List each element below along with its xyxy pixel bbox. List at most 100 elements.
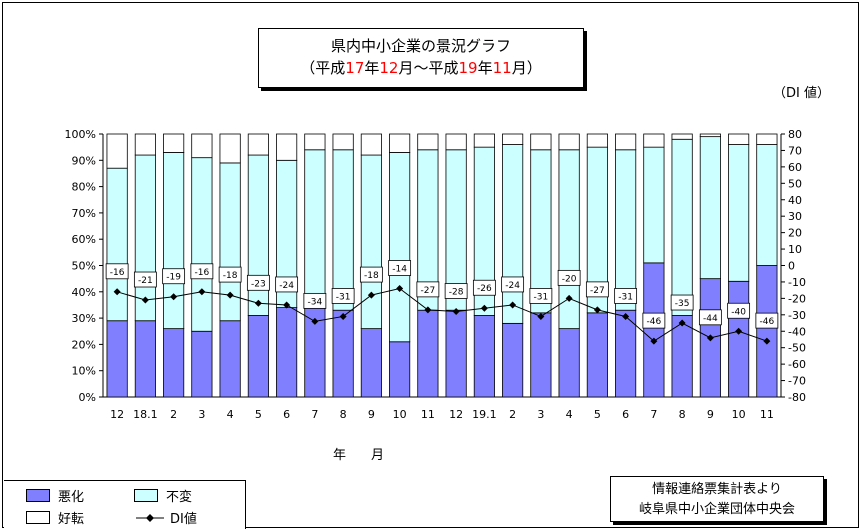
di-point [650,337,658,345]
legend-label-di: DI値 [170,512,197,527]
x-tick-label: 18.1 [133,408,158,421]
left-tick-label: 10% [72,365,96,378]
subtitle-year-end: 19 [458,59,478,77]
right-tick-label: 80 [788,128,802,141]
x-tick-label: 9 [707,408,714,421]
subtitle-month-end: 11 [492,59,512,77]
bar-segment-bad [247,315,269,398]
di-label-box [727,302,751,319]
di-point [311,317,319,325]
di-point [452,308,460,316]
left-tick-label: 70% [72,207,96,220]
subtitle-part: （平成 [300,59,346,77]
left-tick-label: 60% [72,233,96,246]
legend-item-di: DI値 [134,508,197,527]
legend-label-good: 好転 [58,512,85,527]
source-line1: 情報連絡票集計表より [652,482,782,497]
legend-swatch-same [134,489,158,502]
di-label-box [501,276,525,293]
di-data-label: -27 [421,286,436,296]
right-tick-label: -60 [788,358,806,371]
di-data-label: -34 [308,297,323,307]
x-tick-label: 12 [449,408,463,421]
legend-item-bad: 悪化 [26,486,84,505]
x-tick-label: 3 [537,408,544,421]
x-tick-label: 12 [110,408,124,421]
di-label-box [218,266,242,283]
bar-segment-bad [502,322,524,398]
di-data-label: -28 [449,288,464,298]
bar-segment-good [417,133,439,151]
x-tick-label: 11 [760,408,774,421]
bar-segment-bad [389,341,411,398]
x-tick-label: 2 [170,408,177,421]
di-line [116,287,768,342]
bar-segment-bad [643,262,665,398]
di-label-box [388,260,412,276]
bar-segment-bad [360,328,382,398]
bar-segment-bad [473,315,495,398]
bar-segment-bad [756,265,778,398]
bar-segment-good [756,133,778,145]
bar-segment-good [360,133,382,156]
x-tick-label: 6 [283,408,290,421]
bar-segment-good [699,133,721,138]
di-data-label: -21 [138,276,153,286]
bar-segment-bad [276,307,298,398]
left-tick-label: 0% [79,391,96,404]
bar-segment-good [502,133,524,145]
di-label-box [698,309,722,326]
di-point [367,291,375,299]
di-data-label: -24 [505,281,520,291]
legend-line-di [136,513,164,522]
x-tick-label: 9 [368,408,375,421]
x-tick-label: 7 [650,408,657,421]
bar-segment-same [360,154,382,330]
chart-title-box: 県内中小企業の景況グラフ （平成17年12月～平成19年11月） [258,28,584,88]
di-label-box [614,288,638,304]
right-tick-label: -50 [788,342,806,355]
di-label-box [755,312,779,329]
di-data-label: -18 [223,271,238,281]
bar-segment-bad [417,309,439,398]
bar-segment-good [191,133,213,159]
right-tick-label: 10 [788,243,802,256]
bar-segment-bad [106,320,128,398]
right-tick-label: -40 [788,325,806,338]
x-tick-label: 8 [679,408,686,421]
legend-item-good: 好転 [26,508,84,527]
x-tick-label: 7 [311,408,318,421]
bar-segment-same [728,144,750,282]
di-point [424,306,432,314]
legend-label-same: 不変 [166,490,193,505]
chart-subtitle: （平成17年12月～平成19年11月） [259,57,583,79]
bar-segment-bad [558,328,580,398]
bar-segment-same [134,154,156,322]
di-label-box [303,292,327,309]
bar-segment-good [671,133,693,140]
bar-segment-bad [586,312,608,398]
di-label-box [331,288,355,304]
di-point [113,288,121,296]
bar-segment-good [304,133,326,151]
di-point [396,285,404,293]
bar-segment-bad [219,320,241,398]
di-label-box [472,279,496,296]
di-point [480,304,488,312]
right-tick-label: -10 [788,276,806,289]
subtitle-year-start: 17 [345,59,365,77]
di-data-label: -14 [392,265,407,275]
di-label-box [585,281,609,298]
source-line2: 岐阜県中小企業団体中央会 [638,502,795,517]
bar-segment-same [304,149,326,308]
di-data-label: -35 [675,299,690,309]
di-label-box [444,283,468,299]
di-label-box [670,294,694,311]
bar-segment-same [191,157,213,332]
legend-swatch-bad [26,489,50,502]
subtitle-part: 月～平成 [398,59,459,77]
bar-segment-good [163,133,185,153]
right-tick-label: 40 [788,194,802,207]
